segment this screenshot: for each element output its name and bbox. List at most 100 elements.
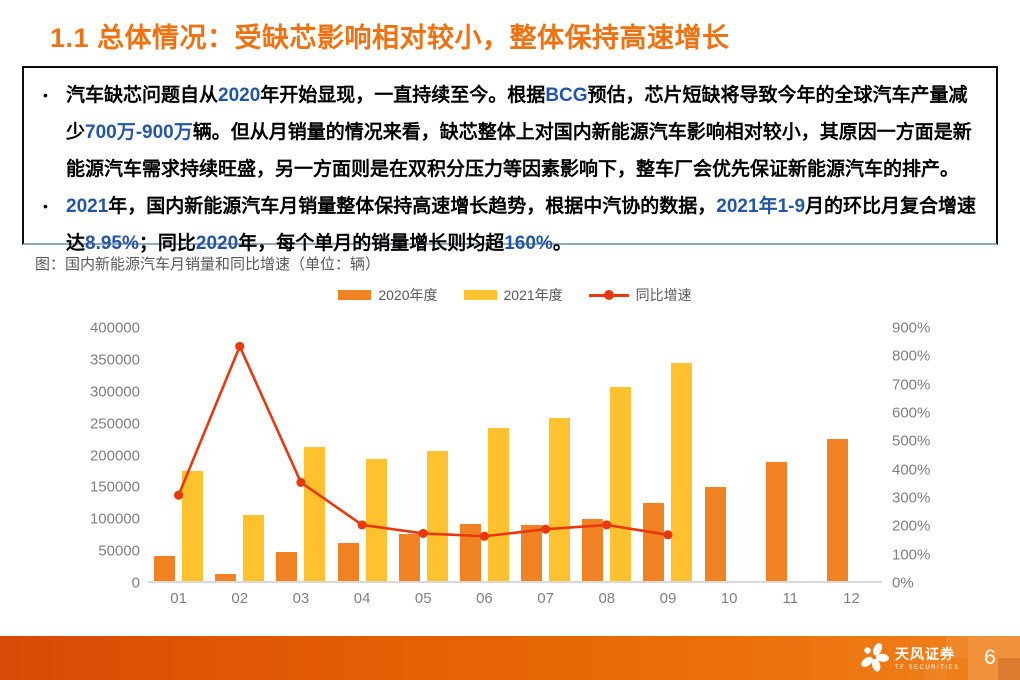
- month-group-02: [209, 328, 270, 581]
- month-group-03: [270, 328, 331, 581]
- right-axis-tick: 300%: [892, 489, 931, 507]
- right-axis-tick: 100%: [892, 546, 931, 564]
- bar-2020年度-02: [215, 574, 237, 581]
- left-axis-tick: 100000: [89, 510, 140, 528]
- legend-item: 同比增速: [588, 285, 692, 305]
- bar-2020年度-06: [459, 523, 481, 581]
- body-text: ；同比: [138, 233, 196, 254]
- footer-mosaic-square: [998, 658, 1020, 680]
- month-group-07: [515, 328, 576, 581]
- legend-swatch-2021年度: [463, 290, 497, 300]
- highlight-number: 2021: [66, 196, 109, 217]
- x-axis-label-04: 04: [353, 590, 371, 607]
- right-axis: 900% 800% 700% 600% 500% 400% 300% 200% 100% 0%: [892, 320, 962, 592]
- highlight-number: BCG: [545, 85, 588, 106]
- x-axis-label-09: 09: [659, 590, 677, 607]
- highlight-number: 160%: [504, 233, 553, 254]
- growth-line-marker: [357, 520, 367, 530]
- growth-line-marker: [173, 490, 184, 500]
- bar-2020年度-10: [704, 486, 726, 581]
- right-axis-tick: 500%: [892, 432, 931, 450]
- left-axis-tick: 350000: [89, 351, 140, 369]
- month-group-04: [332, 328, 393, 581]
- footer-mosaic-square: [968, 636, 1020, 680]
- brand-name-en: TF SECURITIES: [895, 664, 960, 671]
- growth-line-marker: [296, 477, 306, 488]
- right-axis-tick: 900%: [892, 319, 931, 337]
- left-axis-tick: 200000: [89, 447, 140, 464]
- right-axis-tick: 0%: [892, 574, 914, 592]
- left-axis-tick: 250000: [89, 415, 140, 433]
- bar-2021年度-09: [671, 362, 693, 581]
- legend-item: 2021年度: [463, 285, 563, 305]
- brand-name-cn: 天风证券: [895, 645, 955, 662]
- right-axis-tick: 200%: [892, 517, 931, 535]
- month-group-11: [760, 328, 821, 581]
- x-axis-labels: 01 02 03 04 05 06 07 08 09 10 11 12: [148, 590, 882, 607]
- body-text: 月的环比月复合增速达: [66, 196, 977, 254]
- body-text: 年开始显现，一直持续至今。根据: [260, 85, 546, 106]
- legend-item: 2020年度: [338, 285, 438, 305]
- highlight-number: 8.95%: [85, 233, 139, 254]
- bullet-item: • 2021年，国内新能源汽车月销量整体保持高速增长趋势，根据中汽协的数据，202…: [36, 188, 982, 262]
- left-axis-tick: 0: [131, 574, 140, 592]
- bar-2021年度-03: [304, 447, 326, 581]
- bullet-text: 汽车缺芯问题自从2020年开始显现，一直持续至今。根据BCG预估，芯片短缺将导致…: [66, 77, 982, 188]
- page-number: 6: [984, 646, 996, 669]
- bar-2020年度-03: [276, 551, 298, 581]
- x-axis-label-01: 01: [170, 590, 187, 607]
- chart-caption: 图：国内新能源汽车月销量和同比增速（单位：辆）: [35, 256, 381, 273]
- body-text: 辆。但从月销量的情况来看，缺芯整体上对国内新能源汽车影响相对较小，其原因一方面是…: [66, 122, 972, 180]
- right-axis-tick: 400%: [892, 461, 931, 479]
- x-axis-label-11: 11: [782, 590, 799, 607]
- growth-line-marker: [602, 520, 612, 530]
- footer-mosaic-square: [946, 636, 968, 658]
- legend-swatch-2020年度: [338, 290, 372, 300]
- x-axis-label-02: 02: [231, 590, 249, 607]
- bar-2020年度-07: [521, 524, 543, 581]
- left-axis-tick: 300000: [89, 383, 140, 401]
- bar-2020年度-11: [765, 462, 787, 581]
- body-text: 年，每个单月的销量增长则均超: [238, 233, 505, 254]
- bar-2020年度-08: [582, 518, 604, 581]
- x-axis-label-12: 12: [843, 590, 860, 607]
- bullet-text: 2021年，国内新能源汽车月销量整体保持高速增长趋势，根据中汽协的数据，2021…: [66, 188, 982, 262]
- footer-bar: 天风证券 TF SECURITIES 6: [0, 636, 1020, 680]
- month-group-09: [637, 328, 698, 581]
- page-title: 1.1 总体情况：受缺芯影响相对较小，整体保持高速增长: [50, 23, 730, 53]
- right-axis-tick: 800%: [892, 347, 931, 365]
- left-axis-tick: 400000: [89, 319, 140, 337]
- bullet-marker: •: [43, 87, 48, 103]
- bar-2021年度-01: [182, 471, 203, 581]
- x-axis-label-06: 06: [476, 590, 493, 607]
- bar-groups: [148, 328, 882, 581]
- month-group-01: [148, 328, 209, 581]
- x-axis-label-05: 05: [414, 590, 432, 607]
- legend-line-swatch: [588, 290, 629, 300]
- left-axis: 400000 350000 300000 250000 200000 150000 1000…: [62, 320, 140, 592]
- tf-securities-logo: 天风证券 TF SECURITIES: [858, 641, 960, 673]
- highlight-number: 2021年1-9: [716, 196, 806, 217]
- body-text: 年，国内新能源汽车月销量整体保持高速增长趋势，根据中汽协的数据，: [108, 196, 717, 217]
- body-text: 预估，芯片短缺将导致今年的全球汽车产量减少: [66, 85, 968, 143]
- bullet-marker: •: [43, 198, 48, 214]
- legend-label: 2020年度: [378, 287, 438, 303]
- highlight-number: 2020: [218, 85, 261, 106]
- bar-2021年度-05: [426, 450, 448, 581]
- x-axis-label-10: 10: [720, 590, 738, 607]
- bar-2021年度-04: [365, 458, 387, 581]
- growth-line-marker: [235, 341, 245, 352]
- growth-line-marker: [418, 528, 428, 539]
- bar-2021年度-06: [487, 428, 509, 581]
- month-group-12: [821, 328, 882, 581]
- bar-2021年度-07: [549, 418, 571, 581]
- month-group-05: [393, 328, 454, 581]
- month-group-10: [699, 328, 760, 581]
- bar-2020年度-05: [398, 534, 420, 581]
- month-group-08: [576, 328, 637, 581]
- growth-line-marker: [663, 530, 673, 540]
- legend-line-marker: [603, 290, 614, 300]
- growth-line: [173, 341, 673, 541]
- plot-area: [148, 328, 882, 583]
